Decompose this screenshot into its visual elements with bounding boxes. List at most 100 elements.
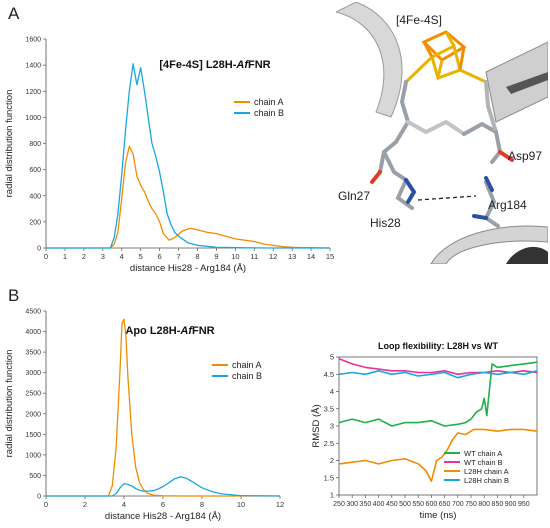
structure-background — [336, 2, 548, 264]
residue-sticks — [370, 80, 514, 228]
x-tick-label: 950 — [518, 501, 530, 508]
y-tick-label: 1500 — [25, 432, 41, 439]
x-tick-label: 5 — [139, 252, 143, 261]
legend-label: chain A — [232, 360, 262, 370]
y-tick-label: 1.5 — [324, 473, 334, 482]
x-tick-label: 11 — [250, 252, 258, 261]
x-tick-label: 9 — [214, 252, 218, 261]
chart-title: [4Fe-4S] L28H-AfFNR — [159, 59, 270, 71]
x-tick-label: 8 — [195, 252, 199, 261]
x-axis-label: distance His28 - Arg184 (Å) — [105, 511, 221, 522]
y-tick-label: 1200 — [25, 89, 41, 96]
chart-title: Loop flexibility: L28H vs WT — [378, 341, 499, 351]
x-tick-label: 3 — [101, 252, 105, 261]
x-tick-label: 600 — [426, 501, 438, 508]
y-axis-label: RMSD (Å) — [311, 404, 322, 447]
y-axis-label: radial distribution function — [4, 350, 15, 458]
y-tick-label: 2 — [330, 456, 334, 465]
legend-label: L28H chain A — [464, 467, 509, 476]
x-tick-label: 650 — [439, 501, 451, 508]
x-tick-label: 500 — [399, 501, 411, 508]
y-tick-label: 600 — [29, 167, 41, 174]
series-line-2-2 — [338, 428, 538, 483]
legend-label: WT chain B — [464, 458, 503, 467]
x-tick-label: 850 — [492, 501, 504, 508]
x-tick-label: 0 — [44, 252, 48, 261]
fe-s-cluster — [404, 30, 487, 84]
panel-b-label: B — [8, 286, 20, 305]
y-tick-label: 400 — [29, 193, 41, 200]
ribbon-dark — [506, 246, 548, 264]
legend-label: L28H chain B — [464, 476, 509, 485]
y-tick-label: 4.5 — [324, 370, 334, 379]
x-tick-label: 7 — [176, 252, 180, 261]
legend-label: chain A — [254, 97, 284, 107]
x-tick-label: 450 — [386, 501, 398, 508]
x-tick-label: 700 — [452, 501, 464, 508]
x-tick-label: 2 — [82, 252, 86, 261]
y-tick-label: 4500 — [25, 309, 41, 316]
series-line-1-0 — [46, 318, 280, 497]
x-tick-label: 8 — [200, 500, 204, 509]
y-tick-label: 1 — [330, 491, 334, 500]
y-axis-label: radial distribution function — [4, 90, 15, 198]
plot-frame-2 — [338, 356, 538, 496]
y-tick-label: 200 — [29, 219, 41, 226]
x-tick-label: 14 — [307, 252, 315, 261]
panel-a-label: A — [8, 4, 20, 23]
x-axis-label: time (ns) — [420, 510, 457, 521]
y-tick-label: 1000 — [25, 115, 41, 122]
chart-title-italic: Af — [179, 325, 193, 337]
chart-title-italic: Af — [235, 59, 249, 71]
ribbon-sheet — [485, 41, 548, 123]
y-tick-label: 3 — [330, 422, 334, 431]
x-tick-label: 250 — [333, 501, 345, 508]
label-gln27: Gln27 — [338, 189, 370, 203]
y-tick-label: 3.5 — [324, 404, 334, 413]
x-tick-label: 750 — [465, 501, 477, 508]
label-arg184: Arg184 — [488, 198, 527, 212]
x-tick-label: 4 — [120, 252, 124, 261]
series-line-2-1 — [338, 357, 538, 376]
x-tick-label: 2 — [83, 500, 87, 509]
chart-title-part: Apo L28H- — [125, 325, 180, 337]
y-tick-label: 1600 — [25, 37, 41, 44]
x-tick-label: 6 — [158, 252, 162, 261]
chart-title-part: [4Fe-4S] L28H- — [159, 59, 236, 71]
x-tick-label: 0 — [44, 500, 48, 509]
x-tick-label: 350 — [360, 501, 372, 508]
series-line-2-3 — [338, 369, 538, 379]
chart-title-end: FNR — [248, 59, 271, 71]
x-axis-label: distance His28 - Arg184 (Å) — [130, 263, 246, 274]
y-tick-label: 5 — [330, 353, 334, 362]
x-tick-label: 4 — [122, 500, 126, 509]
y-tick-label: 3000 — [25, 370, 41, 377]
chart-title: Apo L28H-AfFNR — [125, 325, 214, 337]
label-fe4s4: [4Fe-4S] — [396, 13, 442, 27]
x-tick-label: 12 — [269, 252, 277, 261]
x-tick-label: 10 — [231, 252, 239, 261]
ribbon-helix — [336, 2, 403, 118]
y-tick-label: 3500 — [25, 350, 41, 357]
y-tick-label: 0 — [37, 494, 41, 501]
series-line-0-1 — [46, 63, 330, 249]
legend-label: chain B — [254, 108, 284, 118]
y-tick-label: 4000 — [25, 329, 41, 336]
y-tick-label: 2000 — [25, 411, 41, 418]
series-line-0-0 — [46, 145, 331, 249]
legend-label: chain B — [232, 371, 262, 381]
x-tick-label: 15 — [326, 252, 334, 261]
series-line-2-0 — [338, 361, 538, 427]
x-tick-label: 13 — [288, 252, 296, 261]
x-tick-label: 900 — [505, 501, 517, 508]
ribbon-shadow — [506, 72, 548, 94]
y-tick-label: 1000 — [25, 452, 41, 459]
y-tick-label: 800 — [29, 141, 41, 148]
x-tick-label: 800 — [478, 501, 490, 508]
ribbon-loop — [430, 225, 548, 264]
x-tick-label: 12 — [276, 500, 284, 509]
x-tick-label: 300 — [346, 501, 358, 508]
x-tick-label: 10 — [237, 500, 245, 509]
y-tick-label: 1400 — [25, 63, 41, 70]
